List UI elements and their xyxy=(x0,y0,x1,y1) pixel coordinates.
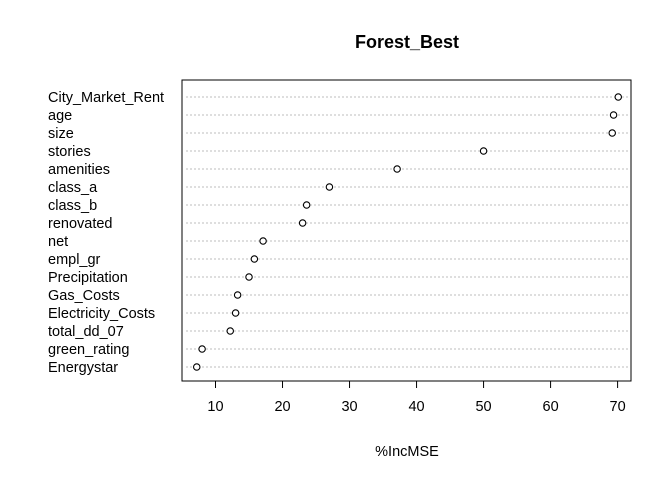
x-tick-label: 30 xyxy=(341,399,357,415)
category-label: stories xyxy=(48,144,91,160)
category-label: Energystar xyxy=(48,360,118,376)
x-tick-label: 10 xyxy=(207,399,223,415)
x-tick-label: 20 xyxy=(274,399,290,415)
category-label: net xyxy=(48,234,68,250)
data-point xyxy=(192,363,201,371)
chart-title: Forest_Best xyxy=(355,32,459,52)
data-point xyxy=(614,93,623,101)
data-point xyxy=(608,129,616,137)
data-point xyxy=(259,237,267,245)
x-tick-label: 40 xyxy=(408,399,424,415)
data-point xyxy=(302,201,311,209)
plot-frame xyxy=(181,79,632,382)
category-label: Precipitation xyxy=(48,270,128,286)
x-axis-label: %IncMSE xyxy=(375,444,439,460)
category-label: class_b xyxy=(48,198,97,214)
category-label: empl_gr xyxy=(48,252,101,268)
guide-lines xyxy=(186,96,629,368)
category-label: Electricity_Costs xyxy=(48,306,155,322)
data-point xyxy=(609,111,618,119)
category-label: class_a xyxy=(48,180,98,196)
data-point xyxy=(231,309,240,317)
category-label: amenities xyxy=(48,162,110,178)
data-point xyxy=(245,273,253,281)
data-point xyxy=(325,183,334,191)
category-label: green_rating xyxy=(48,342,129,358)
category-label: total_dd_07 xyxy=(48,324,124,340)
category-label: City_Market_Rent xyxy=(48,90,164,106)
data-point xyxy=(250,255,259,263)
category-label: Gas_Costs xyxy=(48,288,120,304)
data-point xyxy=(298,219,307,227)
data-point xyxy=(233,291,242,299)
x-axis: 10 20 30 40 50 60 70 xyxy=(207,380,626,415)
category-label: age xyxy=(48,108,72,124)
data-point xyxy=(226,327,235,335)
data-point xyxy=(479,147,488,155)
x-tick-label: 70 xyxy=(610,399,626,415)
data-point xyxy=(393,165,401,173)
category-label: size xyxy=(48,126,74,142)
x-tick-label: 60 xyxy=(543,399,559,415)
data-points xyxy=(192,93,623,371)
x-tick-label: 50 xyxy=(475,399,491,415)
data-point xyxy=(198,345,206,353)
category-label: renovated xyxy=(48,216,113,232)
